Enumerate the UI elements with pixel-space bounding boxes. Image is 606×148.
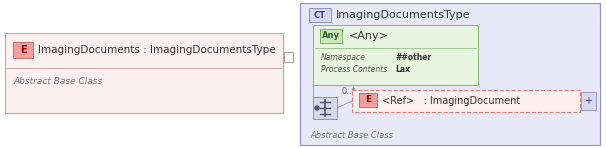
Bar [13,42,33,58]
Bar [309,8,331,22]
Text: 0..*: 0..* [342,87,357,96]
Text: ImagingDocuments : ImagingDocumentsType: ImagingDocuments : ImagingDocumentsType [38,45,276,55]
Text: Abstract Base Class: Abstract Base Class [310,131,393,140]
Text: +: + [585,96,593,106]
Text: CT: CT [314,11,326,20]
Bar [5,33,283,113]
Bar [581,92,596,110]
Bar [359,93,377,107]
Text: Namespace: Namespace [321,53,366,62]
Bar [313,97,337,119]
Text: ImagingDocumentsType: ImagingDocumentsType [336,10,470,20]
Text: E: E [365,95,371,104]
Text: <Any>: <Any> [349,31,389,41]
Text: Abstract Base Class: Abstract Base Class [13,77,102,86]
Text: E: E [19,45,26,55]
Circle shape [315,106,319,110]
Text: Any: Any [322,32,340,41]
Bar [284,52,293,62]
Text: Lax: Lax [395,66,410,74]
Bar [300,3,600,145]
Bar [313,25,478,85]
Text: <Ref>   : ImagingDocument: <Ref> : ImagingDocument [382,96,520,106]
Text: ##other: ##other [395,53,431,62]
Bar [320,29,342,43]
Bar [352,90,580,112]
Text: Process Contents: Process Contents [321,66,387,74]
